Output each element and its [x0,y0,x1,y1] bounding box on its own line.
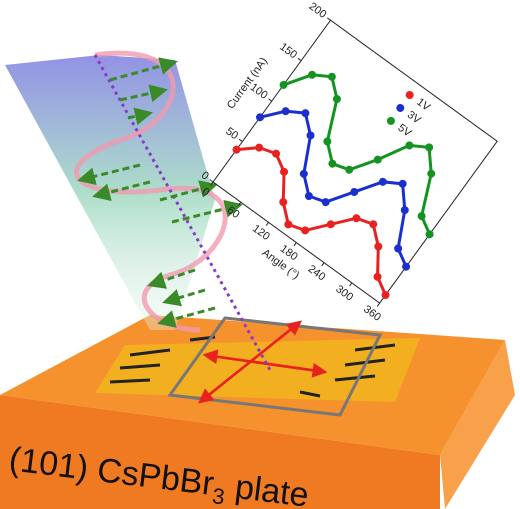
legend-marker [396,103,405,112]
data-point [373,155,382,164]
y-axis-label: Current (nA) [225,55,270,111]
data-point [427,169,436,178]
data-point [425,230,434,239]
data-point [381,290,390,299]
data-point [299,169,308,178]
data-point [373,272,382,281]
data-point [301,226,310,235]
x-tick [349,282,353,287]
data-point [304,192,313,201]
data-point [374,242,383,251]
data-point [378,177,387,186]
x-tick-label: 300 [333,283,355,303]
data-point [352,214,361,223]
field-arrows [77,57,243,328]
x-tick [238,201,242,206]
data-point [284,220,293,229]
y-tick [238,138,243,142]
data-point [321,198,330,207]
plate-side [440,340,515,509]
legend-marker [405,91,414,100]
y-tick-label: 200 [307,0,329,20]
data-point [255,143,264,152]
data-point [308,70,317,79]
x-tick [376,302,381,307]
y-tick [268,98,273,102]
y-tick-label: 50 [223,125,240,142]
data-point [279,198,288,207]
x-tick [210,181,214,186]
y-tick [327,17,331,21]
data-point [326,220,335,229]
data-point [332,95,341,104]
y-tick [209,179,214,183]
data-point [345,165,354,174]
x-tick [265,222,269,226]
data-point [256,113,265,122]
data-point [417,212,426,221]
data-point [400,206,409,215]
data-point [405,141,414,150]
legend-marker [386,116,395,125]
data-point [394,244,403,253]
y-tick [297,57,302,62]
x-tick-label: 120 [250,223,272,243]
data-point [328,159,337,168]
x-tick-label: 360 [361,303,383,323]
channel-box [167,316,383,417]
data-point [350,187,359,196]
plate-front [0,395,440,509]
data-point [398,179,407,188]
data-point [272,149,281,158]
data-point [232,145,241,154]
data-point [281,107,290,116]
data-point [402,262,411,271]
data-point [280,167,289,176]
data-point [323,137,332,146]
data-point [306,131,315,140]
data-point [327,72,336,81]
x-tick [293,242,297,247]
data-point [425,143,434,152]
x-tick-label: 60 [225,204,242,221]
x-tick [321,262,325,267]
x-tick-label: 240 [306,263,328,283]
data-point [301,109,310,118]
data-point [369,220,378,229]
data-point [279,80,288,89]
y-tick-label: 150 [277,41,299,61]
